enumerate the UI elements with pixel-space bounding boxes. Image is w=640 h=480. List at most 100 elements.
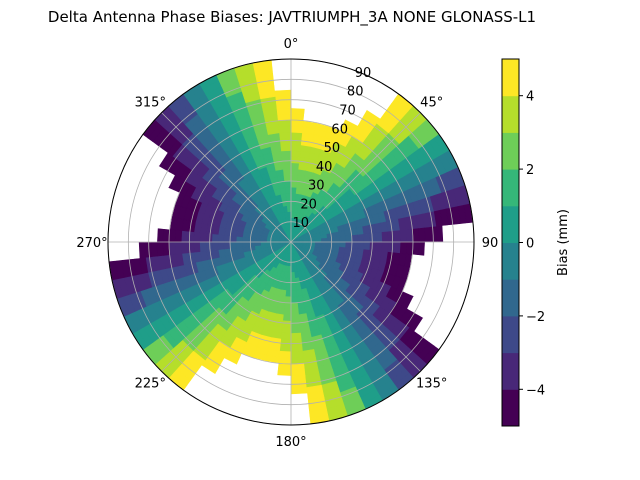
heatmap-cell: [290, 119, 305, 128]
heatmap-cell: [193, 241, 201, 253]
radial-tick-label: 10: [293, 216, 310, 231]
heatmap-cell: [174, 241, 183, 255]
heatmap-cell: [278, 350, 292, 359]
heatmap-cell: [405, 241, 414, 256]
heatmap-cell: [229, 235, 237, 243]
heatmap-cell: [333, 236, 341, 243]
heatmap-cell: [290, 369, 306, 377]
heatmap-cell: [281, 150, 292, 158]
heatmap-cell: [241, 241, 249, 248]
angular-grid-line: [161, 112, 292, 243]
heatmap-cell: [399, 229, 408, 243]
colorbar-segment: [502, 59, 519, 97]
heatmap-cell: [399, 241, 408, 255]
heatmap-cell: [282, 314, 292, 322]
heatmap-cell: [290, 272, 296, 279]
heatmap-cell: [229, 241, 237, 249]
heatmap-cell: [283, 174, 292, 182]
colorbar-segment: [502, 279, 519, 317]
heatmap-cell: [375, 241, 383, 252]
radial-tick-label: 20: [300, 197, 317, 212]
heatmap-cell: [235, 235, 243, 243]
heatmap-cell: [284, 296, 292, 304]
heatmap-cell: [405, 228, 414, 243]
heatmap-cell: [223, 234, 231, 243]
colorbar-segment: [502, 389, 519, 427]
heatmap-cell: [274, 83, 292, 91]
heatmap-cell: [387, 241, 396, 254]
colorbar-segment: [502, 95, 519, 133]
heatmap-cell: [351, 234, 359, 243]
heatmap-cell: [339, 235, 347, 243]
heatmap-cell: [332, 231, 340, 238]
heatmap-cell: [205, 232, 213, 243]
theta-tick-label: 315°: [135, 95, 166, 110]
theta-tick-label: 0°: [284, 37, 299, 52]
heatmap-cell: [424, 226, 432, 243]
heatmap-cell: [387, 230, 396, 243]
colorbar-segment: [502, 352, 519, 390]
heatmap-cell: [156, 227, 164, 243]
heatmap-cell: [247, 241, 255, 247]
colorbar-tick-label: 0: [526, 237, 534, 252]
heatmap-cell: [211, 241, 219, 251]
heatmap-cell: [277, 356, 292, 365]
heatmap-cell: [283, 302, 292, 310]
theta-tick-label: 270°: [76, 236, 107, 251]
heatmap-cell: [138, 225, 146, 243]
heatmap-cell: [279, 137, 292, 146]
colorbar-tick-label: 2: [526, 163, 534, 178]
heatmap-cell: [211, 233, 219, 243]
theta-tick-label: 45°: [420, 95, 443, 110]
radial-tick-label: 70: [339, 104, 356, 119]
heatmap-cell: [274, 393, 292, 401]
heatmap-cell: [276, 369, 292, 377]
heatmap-cell: [290, 338, 303, 347]
heatmap-cell: [290, 320, 301, 328]
colorbar: 4 2 0 −2 −4 Bias (mm): [501, 58, 571, 427]
heatmap-cell: [290, 308, 299, 316]
heatmap-cell: [290, 375, 307, 383]
heatmap-cell: [280, 144, 292, 152]
colorbar-tick-label: −2: [526, 310, 545, 325]
theta-tick-label: 180°: [275, 435, 306, 450]
heatmap-cell: [290, 156, 301, 164]
radial-tick-label: 40: [316, 160, 333, 175]
heatmap-cell: [290, 350, 304, 359]
heatmap-cell: [290, 144, 302, 152]
heatmap-cell: [275, 95, 292, 103]
heatmap-cell: [436, 241, 444, 259]
colorbar-segment: [502, 132, 519, 170]
heatmap-cell: [290, 296, 298, 304]
heatmap-cell: [393, 241, 402, 254]
heatmap-cell: [290, 284, 297, 292]
heatmap-cell: [290, 332, 302, 340]
heatmap-cell: [290, 83, 308, 91]
heatmap-cell: [369, 241, 377, 252]
heatmap-cell: [279, 338, 292, 347]
heatmap-cell: [180, 230, 189, 243]
heatmap-cell: [280, 332, 292, 340]
heatmap-cell: [290, 302, 299, 310]
heatmap-cell: [275, 101, 292, 109]
heatmap-cell: [283, 168, 292, 176]
heatmap-cell: [442, 241, 450, 259]
angular-grid-line: [161, 241, 292, 372]
radial-tick-label: 60: [331, 122, 348, 137]
heatmap-cell: [283, 308, 292, 316]
heatmap-cell: [351, 241, 359, 250]
heatmap-cell: [156, 241, 164, 257]
heatmap-cell: [290, 326, 301, 334]
heatmap-cells: [108, 59, 474, 425]
colorbar-tick-label: 4: [526, 90, 534, 105]
heatmap-cell: [290, 168, 299, 176]
heatmap-cell: [168, 228, 177, 243]
colorbar-segment: [502, 169, 519, 207]
colorbar-tick-label: −4: [526, 383, 545, 398]
heatmap-cell: [286, 198, 292, 206]
heatmap-cell: [290, 393, 308, 401]
theta-tick-label: 135°: [416, 377, 447, 392]
heatmap-cell: [290, 186, 298, 194]
heatmap-cell: [290, 387, 308, 395]
